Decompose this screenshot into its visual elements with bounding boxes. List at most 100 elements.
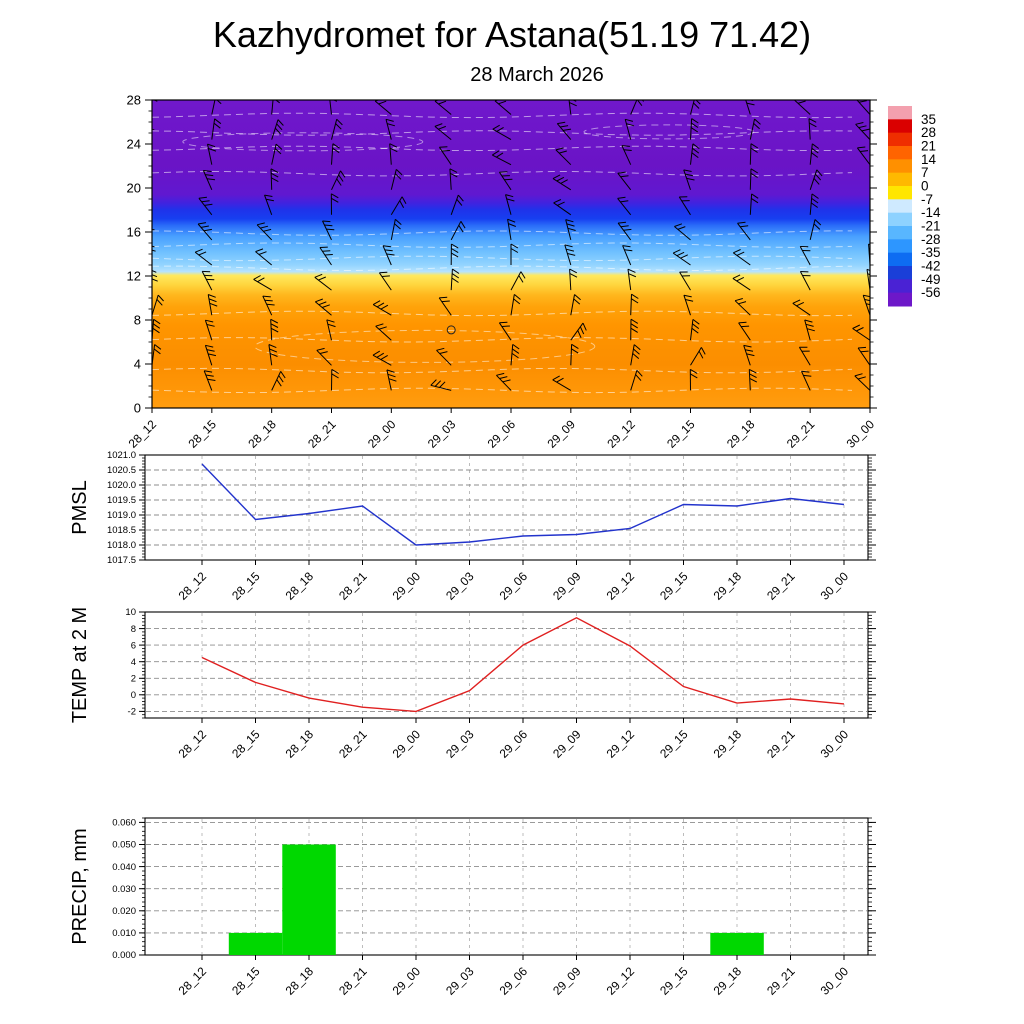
colorbar-band: [888, 279, 912, 294]
x-tick-label: 28_12: [176, 569, 210, 603]
y-tick-label: 24: [127, 137, 141, 152]
colorbar-label: 14: [921, 152, 937, 167]
x-tick-label: 28_21: [336, 964, 370, 998]
x-tick-label: 29_03: [425, 417, 459, 451]
colorbar-label: 0: [921, 179, 929, 194]
colorbar-band: [888, 119, 912, 134]
y-tick-label: 0: [134, 401, 141, 416]
x-tick-label: 29_09: [550, 569, 584, 603]
x-tick-label: 30_00: [818, 964, 852, 998]
ylabel-pmsl: PMSL: [69, 480, 91, 534]
x-tick-label: 28_18: [283, 964, 317, 998]
colorbar-band: [888, 252, 912, 267]
x-tick-label: 29_12: [604, 964, 638, 998]
axes: 10 8 6 4 2 0 -2 28_12 28_15 28_18 28_21 29_00 29_03 2…: [125, 607, 876, 761]
x-tick-label: 28_12: [126, 417, 160, 451]
gridlines: [146, 613, 867, 717]
colorbar-band: [888, 239, 912, 254]
gridlines: [146, 456, 867, 559]
precip-bar: [228, 932, 283, 955]
colorbar-band: [888, 146, 912, 160]
x-tick-label: 29_06: [497, 727, 531, 761]
x-tick-label: 30_00: [818, 569, 852, 603]
y-tick-label: 1017.5: [107, 555, 136, 566]
y-tick-label: 16: [127, 225, 141, 240]
y-tick-label: 4: [134, 357, 141, 372]
x-tick-label: 29_12: [604, 727, 638, 761]
x-tick-label: 29_03: [443, 964, 477, 998]
y-tick-label: 1020.0: [107, 480, 136, 491]
temp-line: [201, 617, 845, 713]
colorbar-label: -7: [921, 192, 933, 207]
x-tick-label: 28_15: [229, 569, 263, 603]
y-tick-label: 0.030: [112, 884, 136, 895]
colorbar-label: 35: [921, 112, 936, 127]
x-tick-label: 29_09: [550, 727, 584, 761]
colorbar-band: [888, 199, 912, 214]
y-tick-label: 8: [134, 313, 141, 328]
x-tick-label: 29_18: [724, 417, 758, 451]
y-tick-label: 4: [131, 657, 136, 668]
cross-section-panel: 0 4 8 12 16 20 24 28 28_12 28_15 28_18 28_21 29_00 29…: [126, 93, 878, 451]
x-tick-label: 28_21: [305, 417, 339, 451]
ylabel-precip: PRECIP, mm: [69, 828, 91, 944]
x-tick-label: 29_03: [443, 727, 477, 761]
y-tick-label: 2: [131, 673, 136, 684]
y-tick-label: 1018.0: [107, 540, 136, 551]
precip-bar: [710, 932, 764, 955]
colorbar-label: 21: [921, 139, 936, 154]
x-tick-label: 28_21: [336, 727, 370, 761]
colorbar-label: -14: [921, 205, 941, 220]
colorbar-band: [888, 226, 912, 240]
xsec-contours: [152, 112, 853, 394]
y-tick-label: 6: [131, 640, 136, 651]
x-tick-label: 28_15: [185, 417, 219, 451]
colorbar-label: -56: [921, 285, 941, 300]
y-tick-label: 0.010: [112, 928, 136, 939]
x-tick-label: 28_12: [176, 964, 210, 998]
colorbar-band: [888, 106, 912, 120]
precip-panel: 0.060 0.050 0.040 0.030 0.020 0.010 0.000 28_12…: [69, 817, 876, 998]
y-tick-label: 12: [127, 269, 141, 284]
axes: 1021.0 1020.5 1020.0 1019.5 1019.0 1018.5 1018…: [107, 450, 876, 603]
pmsl-line: [201, 463, 845, 546]
x-tick-label: 29_03: [443, 569, 477, 603]
x-tick-label: 29_15: [657, 964, 691, 998]
colorbar-band: [888, 266, 912, 280]
x-tick-label: 29_09: [544, 417, 578, 451]
x-tick-label: 29_00: [390, 569, 424, 603]
x-tick-label: 29_00: [365, 417, 399, 451]
x-tick-label: 29_12: [604, 417, 638, 451]
colorbar-label: -42: [921, 259, 941, 274]
y-tick-label: 0.000: [112, 950, 136, 961]
calm-wind-icon: [446, 325, 456, 335]
y-tick-label: 10: [125, 607, 136, 618]
y-tick-label: 1019.0: [107, 510, 136, 521]
colorbar-band: [888, 292, 912, 307]
x-tick-label: 30_00: [818, 727, 852, 761]
colorbar-band: [888, 172, 912, 187]
x-tick-label: 29_15: [664, 417, 698, 451]
x-tick-label: 29_18: [711, 727, 745, 761]
colorbar-band: [888, 186, 912, 200]
ylabel-temp: TEMP at 2 M: [69, 607, 91, 723]
y-tick-label: -2: [128, 707, 136, 718]
colorbar-label: -35: [921, 245, 941, 260]
y-tick-label: 0.060: [112, 818, 136, 829]
x-tick-label: 29_18: [711, 964, 745, 998]
x-tick-label: 29_21: [764, 964, 798, 998]
x-tick-label: 29_09: [550, 964, 584, 998]
colorbar-label: 7: [921, 165, 929, 180]
pmsl-panel: 1021.0 1020.5 1020.0 1019.5 1019.0 1018.5 1018…: [69, 450, 876, 603]
y-tick-label: 1020.5: [107, 465, 136, 476]
x-tick-label: 28_15: [229, 964, 263, 998]
x-tick-label: 28_12: [176, 727, 210, 761]
y-tick-label: 0.020: [112, 906, 136, 917]
x-tick-label: 29_12: [604, 569, 638, 603]
y-tick-label: 1021.0: [107, 450, 136, 461]
x-tick-label: 28_18: [245, 417, 279, 451]
x-tick-label: 29_06: [497, 964, 531, 998]
page-title: Kazhydromet for Astana(51.19 71.42): [212, 14, 812, 55]
y-tick-label: 1019.5: [107, 495, 136, 506]
